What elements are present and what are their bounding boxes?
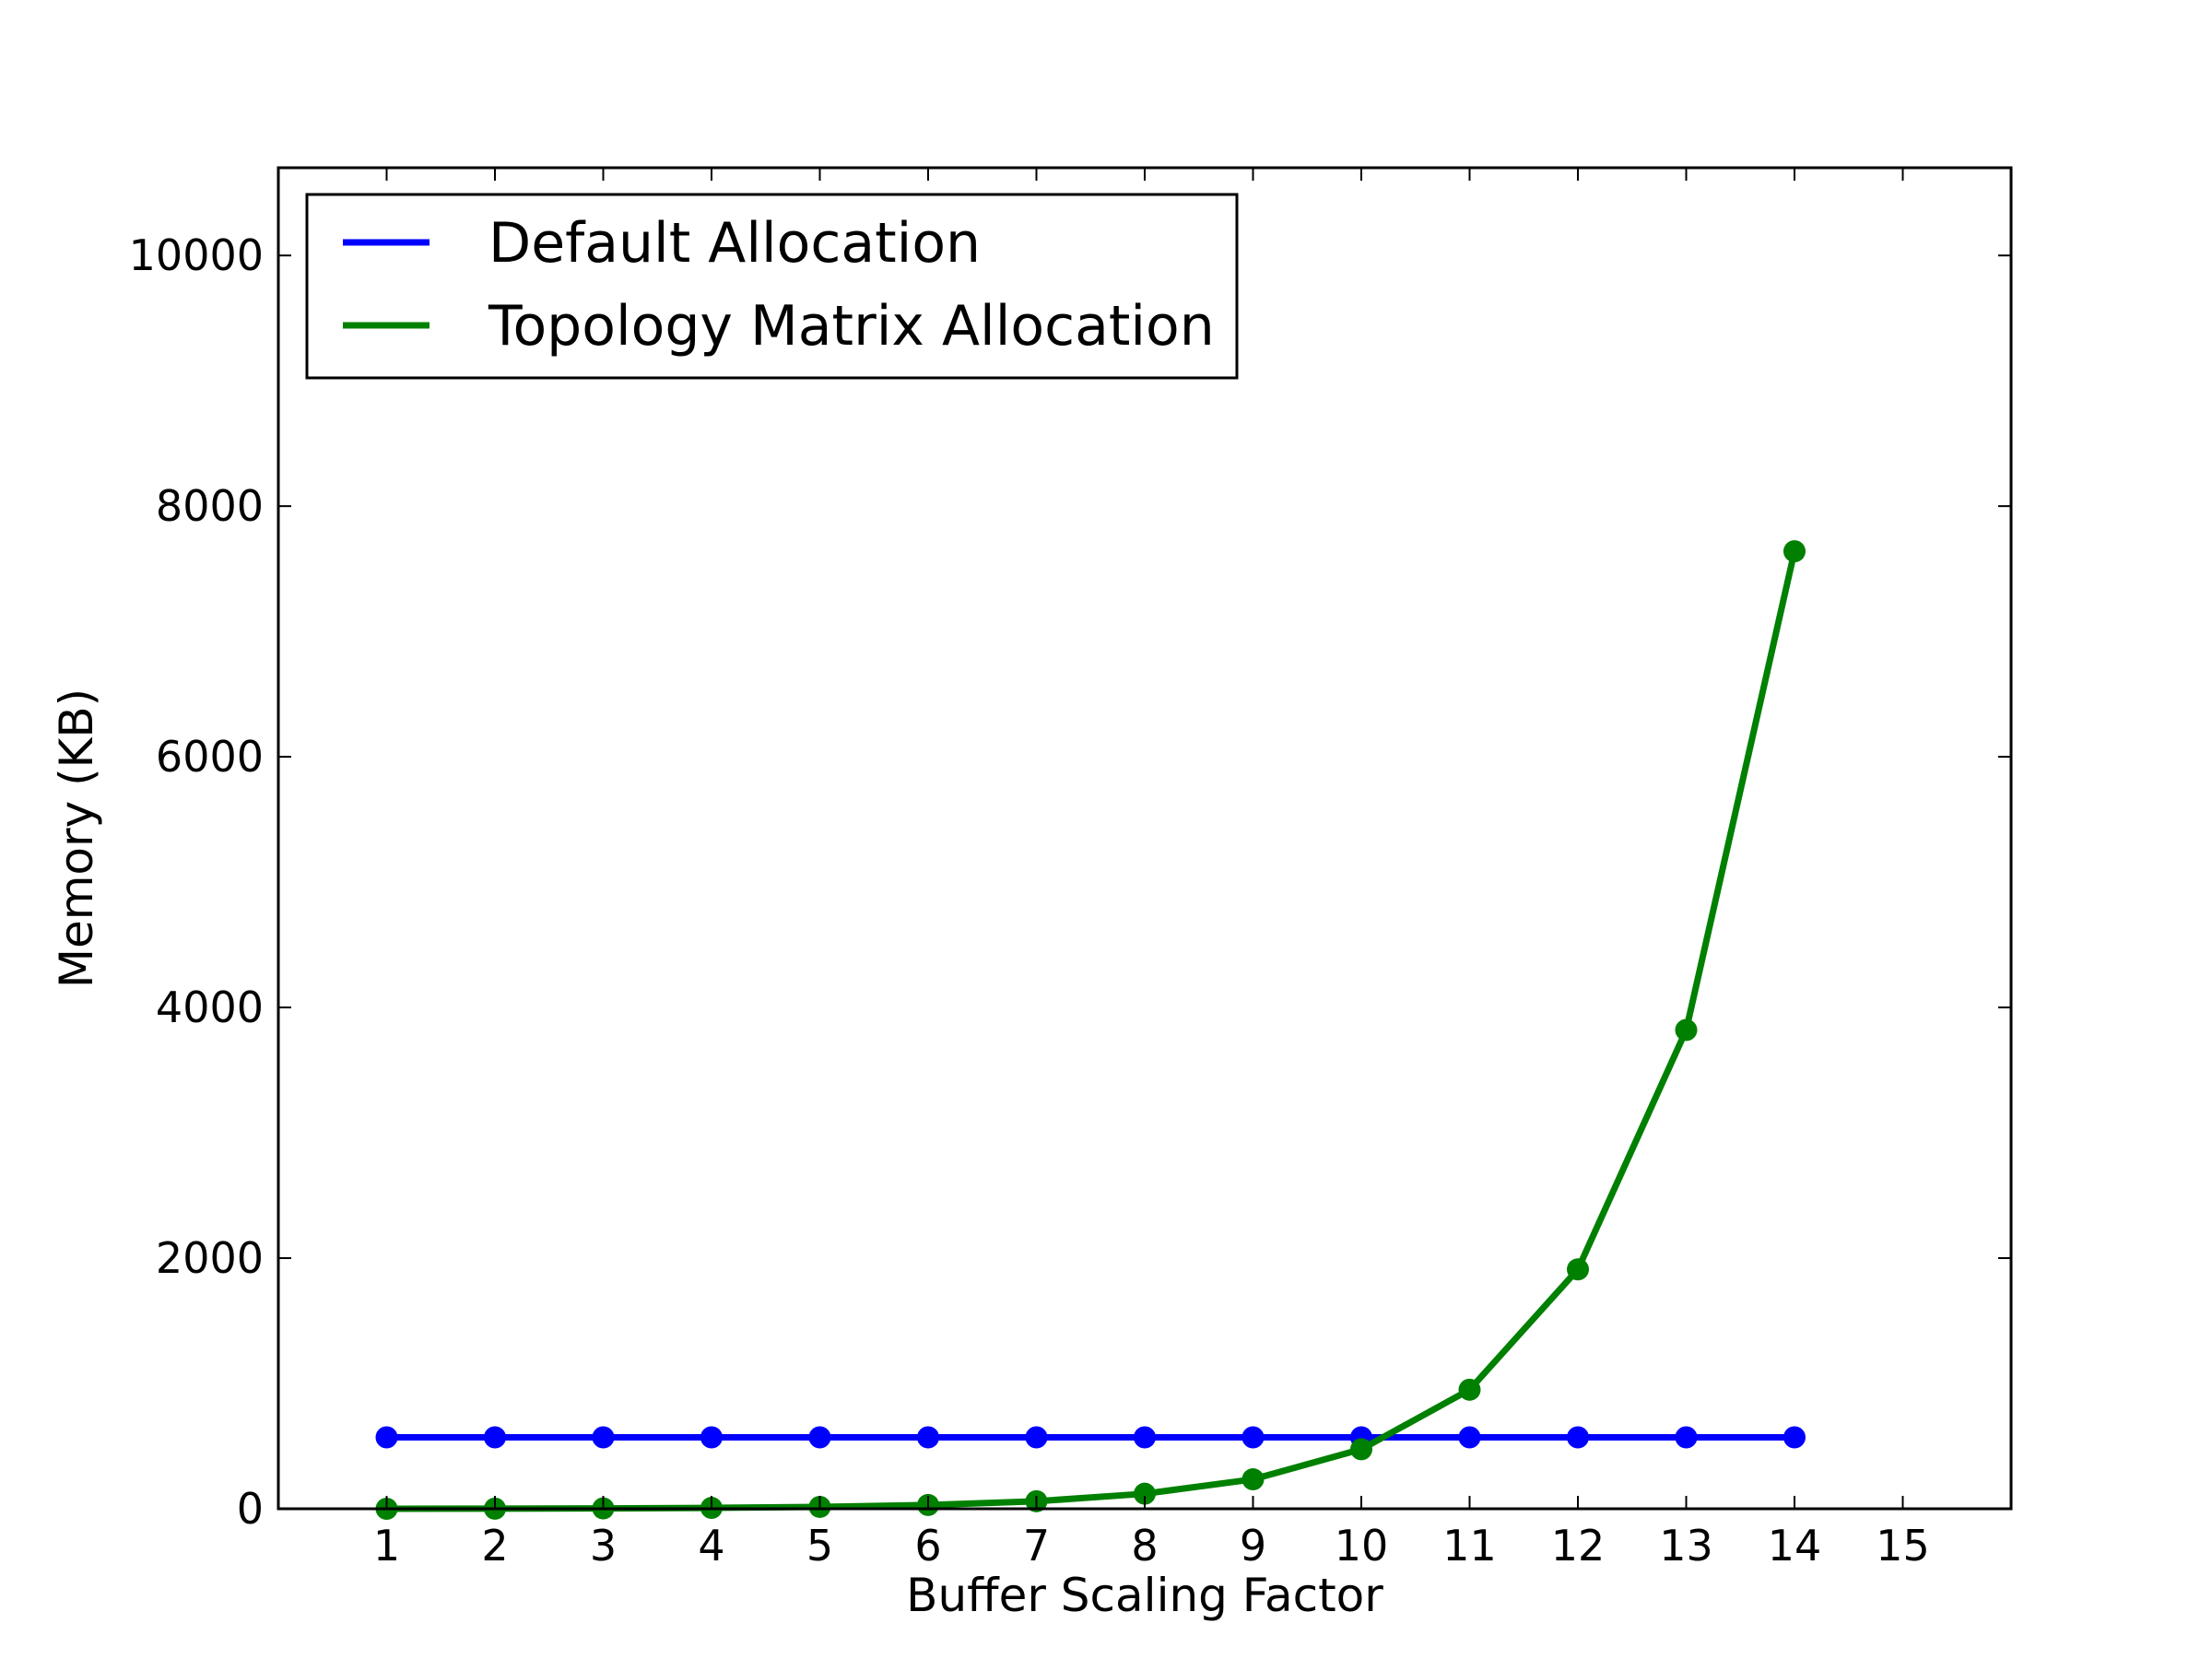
x-axis-label: Buffer Scaling Factor — [906, 1569, 1383, 1622]
data-point-1-9 — [1350, 1438, 1372, 1461]
data-point-0-11 — [1567, 1426, 1589, 1449]
x-tick-label-10: 11 — [1442, 1521, 1497, 1571]
data-point-0-5 — [917, 1426, 939, 1449]
y-axis-label: Memory (KB) — [50, 688, 103, 988]
x-tick-label-12: 13 — [1659, 1521, 1713, 1571]
series-line-1 — [386, 550, 1798, 1512]
data-point-0-13 — [1783, 1426, 1806, 1449]
x-tick-label-13: 14 — [1768, 1521, 1822, 1571]
data-point-1-8 — [1241, 1468, 1265, 1491]
x-tick-label-2: 3 — [590, 1521, 617, 1571]
legend: Default Allocation Topology Matrix Alloca… — [305, 193, 1239, 380]
data-point-0-7 — [1134, 1426, 1156, 1449]
data-point-0-2 — [592, 1426, 615, 1449]
data-point-0-12 — [1675, 1426, 1698, 1449]
legend-label-1: Topology Matrix Allocation — [488, 294, 1215, 359]
legend-box — [305, 193, 1239, 380]
x-tick-label-11: 12 — [1551, 1521, 1606, 1571]
x-tick-label-6: 7 — [1023, 1521, 1050, 1571]
data-point-0-0 — [375, 1426, 398, 1449]
data-point-0-3 — [700, 1426, 723, 1449]
data-point-1-13 — [1783, 540, 1806, 563]
x-tick-label-1: 2 — [481, 1521, 508, 1571]
y-tick-label-4: 8000 — [156, 481, 264, 531]
data-point-1-12 — [1675, 1018, 1698, 1041]
data-point-1-7 — [1134, 1482, 1156, 1505]
x-tick-label-3: 4 — [698, 1521, 724, 1571]
x-tick-label-7: 8 — [1131, 1521, 1158, 1571]
x-tick-label-9: 10 — [1335, 1521, 1389, 1571]
x-tick-label-5: 6 — [914, 1521, 941, 1571]
x-tick-label-4: 5 — [806, 1521, 833, 1571]
data-point-1-10 — [1458, 1378, 1481, 1401]
x-axis-ticks: 1 2 3 4 5 6 7 8 9 10 11 12 13 14 15 — [373, 168, 1930, 1571]
data-point-0-10 — [1458, 1426, 1481, 1449]
data-point-0-6 — [1025, 1426, 1048, 1449]
y-tick-label-1: 2000 — [156, 1233, 264, 1283]
series-0 — [375, 1426, 1806, 1449]
series-1 — [375, 540, 1806, 1520]
x-tick-label-8: 9 — [1240, 1521, 1266, 1571]
y-axis-ticks: 0 2000 4000 6000 8000 10000 — [129, 230, 2011, 1534]
x-tick-label-14: 15 — [1876, 1521, 1930, 1571]
legend-label-0: Default Allocation — [488, 211, 981, 276]
y-tick-label-0: 0 — [237, 1484, 264, 1534]
data-point-0-4 — [808, 1426, 831, 1449]
data-point-1-11 — [1567, 1258, 1589, 1281]
data-point-0-8 — [1241, 1426, 1265, 1449]
x-tick-label-0: 1 — [373, 1521, 400, 1571]
y-tick-label-5: 10000 — [129, 230, 264, 280]
data-point-0-1 — [484, 1426, 506, 1449]
chart-marks — [375, 540, 1806, 1520]
y-tick-label-2: 4000 — [156, 982, 264, 1032]
y-tick-label-3: 6000 — [156, 732, 264, 782]
